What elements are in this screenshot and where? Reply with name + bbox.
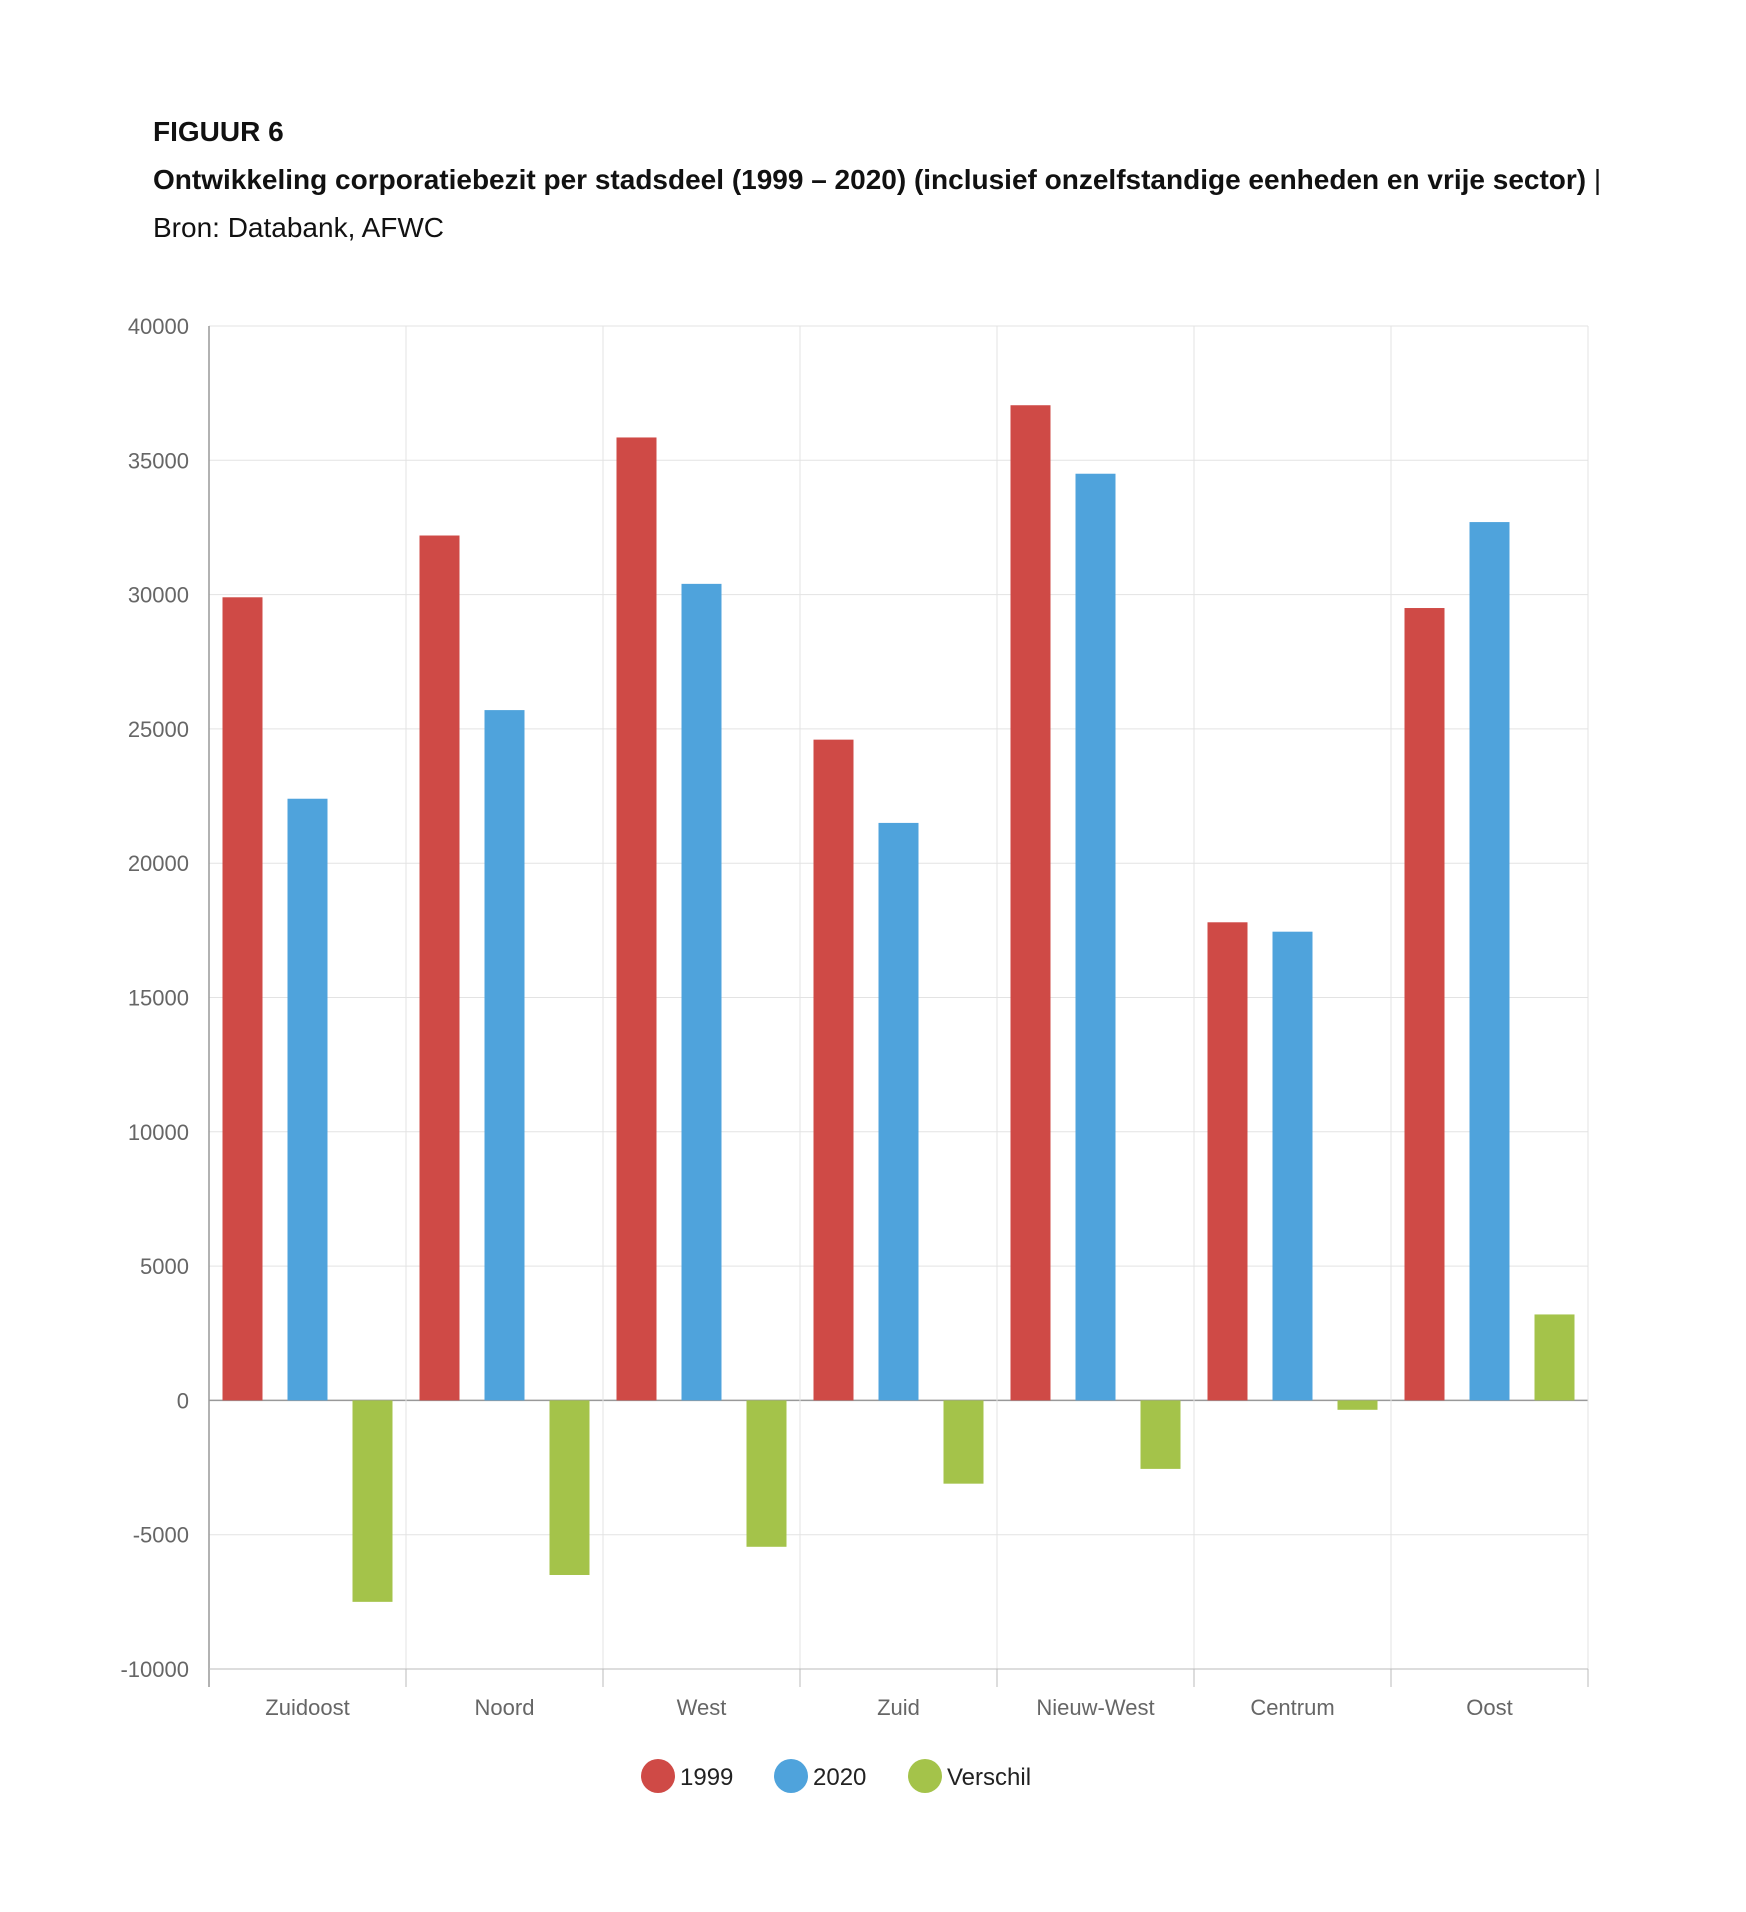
figure-header: FIGUUR 6 Ontwikkeling corporatiebezit pe… bbox=[153, 112, 1613, 252]
figure-label: FIGUUR 6 bbox=[153, 116, 284, 147]
x-tick-label: Oost bbox=[1466, 1695, 1512, 1720]
y-tick-label: 30000 bbox=[128, 583, 189, 608]
figure-title: Ontwikkeling corporatiebezit per stadsde… bbox=[153, 164, 1587, 195]
bar-2020 bbox=[484, 710, 525, 1401]
bar-verschil bbox=[352, 1400, 393, 1602]
figure-separator: | bbox=[1586, 164, 1602, 195]
legend-swatch-1999 bbox=[641, 1759, 675, 1793]
bar-1999 bbox=[616, 437, 657, 1401]
bar-1999 bbox=[1010, 405, 1051, 1401]
bar-verschil bbox=[943, 1400, 984, 1484]
bar-verschil bbox=[746, 1400, 787, 1547]
x-tick-label: Centrum bbox=[1250, 1695, 1334, 1720]
y-tick-label: 35000 bbox=[128, 448, 189, 473]
bar-1999 bbox=[222, 597, 263, 1401]
y-tick-label: -5000 bbox=[133, 1523, 189, 1548]
figure-source: Bron: Databank, AFWC bbox=[153, 212, 445, 243]
x-tick-label: Zuid bbox=[877, 1695, 920, 1720]
bar-2020 bbox=[681, 583, 722, 1401]
bar-2020 bbox=[1075, 473, 1116, 1401]
legend: 1999 2020 Verschil bbox=[641, 1759, 1031, 1793]
bar-2020 bbox=[1272, 931, 1313, 1401]
y-tick-label: 15000 bbox=[128, 986, 189, 1011]
bar-2020 bbox=[287, 798, 328, 1401]
bar-verschil bbox=[1140, 1400, 1181, 1469]
figure-title-block: Ontwikkeling corporatiebezit per stadsde… bbox=[153, 156, 1613, 252]
legend-label-2020: 2020 bbox=[813, 1764, 866, 1791]
legend-label-1999: 1999 bbox=[680, 1764, 733, 1791]
bar-verschil bbox=[1337, 1400, 1378, 1410]
legend-swatch-2020 bbox=[774, 1759, 808, 1793]
y-tick-label: 40000 bbox=[128, 314, 189, 339]
y-tick-label: 0 bbox=[177, 1388, 189, 1413]
legend-swatch-verschil bbox=[908, 1759, 942, 1793]
bar-verschil bbox=[549, 1400, 590, 1575]
y-tick-label: 25000 bbox=[128, 717, 189, 742]
y-tick-label: -10000 bbox=[120, 1657, 189, 1682]
bar-1999 bbox=[1207, 922, 1248, 1401]
bar-2020 bbox=[878, 822, 919, 1401]
bar-1999 bbox=[813, 739, 854, 1401]
x-tick-label: West bbox=[677, 1695, 727, 1720]
y-tick-label: 10000 bbox=[128, 1120, 189, 1145]
x-tick-label: Zuidoost bbox=[265, 1695, 349, 1720]
bar-1999 bbox=[419, 535, 460, 1401]
bar-verschil bbox=[1534, 1314, 1575, 1401]
x-tick-label: Nieuw-West bbox=[1036, 1695, 1154, 1720]
bars bbox=[222, 405, 1575, 1602]
y-tick-label: 20000 bbox=[128, 851, 189, 876]
bar-1999 bbox=[1404, 608, 1445, 1401]
y-tick-label: 5000 bbox=[140, 1254, 189, 1279]
axes: 40000 35000 30000 25000 20000 15000 10000 5000 0… bbox=[120, 314, 1589, 1720]
bar-2020 bbox=[1469, 522, 1510, 1401]
legend-label-verschil: Verschil bbox=[947, 1764, 1031, 1791]
x-tick-label: Noord bbox=[475, 1695, 535, 1720]
